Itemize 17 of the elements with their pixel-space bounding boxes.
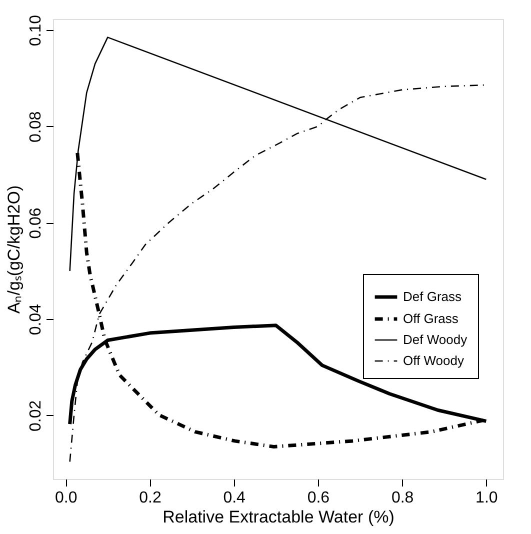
y-tick-label: 0.10 — [28, 14, 44, 46]
x-axis-title: Relative Extractable Water (%) — [162, 508, 394, 526]
legend-label: Def Grass — [403, 289, 462, 304]
legend-label: Off Grass — [403, 311, 459, 326]
x-tick-label: 0.0 — [54, 490, 78, 506]
y-tick-label: 0.02 — [28, 400, 44, 432]
x-tick-label: 0.2 — [139, 490, 162, 506]
y-tick-label: 0.08 — [28, 111, 44, 142]
x-tick-label: 0.6 — [307, 490, 330, 506]
y-tick-label: 0.06 — [28, 208, 44, 239]
y-tick-label: 0.04 — [28, 304, 44, 336]
x-tick-label: 1.0 — [476, 490, 498, 506]
x-tick-label: 0.4 — [223, 490, 246, 506]
y-axis-title: Aₙ/gₛ(gC/kgH2O) — [4, 185, 24, 314]
legend-label: Def Woody — [403, 332, 468, 347]
legend-label: Off Woody — [403, 353, 464, 368]
x-tick-label: 0.8 — [391, 490, 414, 506]
